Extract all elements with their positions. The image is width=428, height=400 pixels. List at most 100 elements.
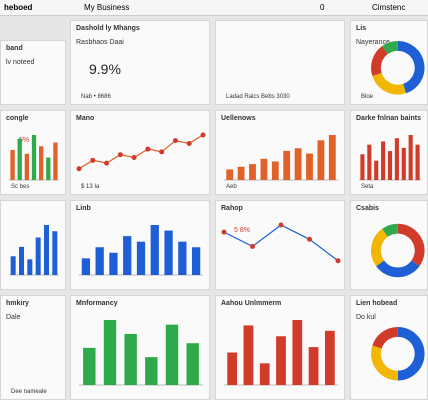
donut-slice [397, 40, 425, 94]
bar [260, 158, 268, 180]
bar [243, 325, 254, 385]
bar [308, 347, 319, 385]
chart [79, 225, 203, 276]
chart [79, 320, 203, 386]
panel: Ladad Raics Bebs 3030 [215, 20, 345, 105]
bar [271, 161, 279, 180]
panel-title: Lis [356, 25, 367, 32]
bar [39, 146, 44, 180]
bar [360, 154, 365, 180]
bar [145, 357, 158, 385]
point [307, 236, 312, 242]
bar [31, 135, 37, 180]
panel: Darke fnlnan baints Seta [350, 110, 428, 195]
chart [371, 223, 425, 278]
bar [109, 252, 118, 275]
bar [44, 225, 49, 275]
user[interactable]: Cimstenc [372, 3, 406, 12]
bar [324, 330, 335, 385]
panel-note: Rasbhaos Daai [76, 39, 124, 46]
bar [52, 231, 58, 275]
bar [103, 320, 117, 385]
chart [9, 135, 59, 181]
donut-slice [372, 72, 407, 95]
panel-note: Dale [6, 314, 21, 321]
bar [165, 324, 179, 385]
point [335, 258, 341, 264]
bar [227, 352, 238, 385]
panel-note: Do kul [356, 314, 376, 321]
point [145, 146, 151, 152]
bar [374, 160, 379, 180]
bar [46, 157, 51, 180]
bar [164, 230, 173, 275]
bar [317, 140, 325, 180]
chart [371, 40, 425, 95]
bar [10, 256, 16, 275]
panel: Lien hobead Do kul [350, 295, 428, 400]
bar [292, 320, 303, 385]
point [172, 138, 178, 144]
panel: band lv noteed [0, 40, 66, 105]
bar [27, 259, 33, 275]
panel-note: lv noteed [6, 59, 35, 66]
chart [371, 326, 425, 381]
chart [221, 222, 341, 264]
panel: Rahop 5 8% [215, 200, 345, 290]
chart [359, 135, 421, 181]
bar [81, 258, 91, 275]
bar [276, 336, 286, 385]
kpi: 5% [19, 137, 30, 144]
line [78, 134, 204, 170]
bar [186, 343, 199, 385]
donut-slice [371, 345, 399, 381]
point [186, 140, 192, 146]
kpi: 5 8% [234, 227, 250, 234]
donut-slice [376, 260, 420, 278]
bar [328, 135, 336, 180]
point [76, 166, 82, 172]
panel-title: Linb [76, 205, 91, 212]
bar [191, 247, 201, 275]
panel-footer: Aeb [226, 184, 237, 190]
point [159, 149, 165, 155]
donut-slice [382, 40, 399, 55]
bar [226, 169, 234, 180]
panel: Dashold ly Mhangs Rasbhaos Daai 9.9% Nab • … [70, 20, 210, 105]
panel-title: Mano [76, 115, 95, 122]
point [221, 229, 227, 235]
bar [367, 144, 372, 180]
bar [237, 166, 245, 180]
panel-title: Rahop [221, 205, 243, 212]
point [250, 243, 255, 249]
bar [35, 237, 41, 275]
panel [0, 200, 66, 290]
panel-note: Nayerance [356, 39, 390, 46]
bar [401, 147, 406, 180]
bar [53, 142, 58, 180]
point [90, 157, 96, 163]
bar [394, 138, 399, 180]
bar [124, 333, 137, 385]
panel-footer: Dee nameale [11, 389, 47, 395]
panel-footer: Bloe [361, 94, 374, 100]
panel: Uellenows Aeb [215, 110, 345, 195]
brand: heboed [4, 3, 33, 12]
panel-title: Darke fnlnan baints [356, 115, 421, 122]
panel: Mnformancy [70, 295, 210, 400]
panel: congle 5% Sc bes [0, 110, 66, 195]
panel: Csabis [350, 200, 428, 290]
panel-footer: Ladad Raics Bebs 3030 [226, 94, 290, 100]
bar [24, 153, 29, 180]
panel: Aahou Unlmmerm [215, 295, 345, 400]
donut-slice [397, 326, 425, 381]
bar [283, 150, 291, 180]
bar [259, 363, 270, 385]
panel-title: hmkiry [6, 300, 29, 307]
bar [95, 247, 104, 275]
panel-title: Csabis [356, 205, 379, 212]
badge[interactable]: 0 [320, 3, 325, 12]
bar [178, 241, 187, 275]
panel-title: Dashold ly Mhangs [76, 25, 140, 32]
